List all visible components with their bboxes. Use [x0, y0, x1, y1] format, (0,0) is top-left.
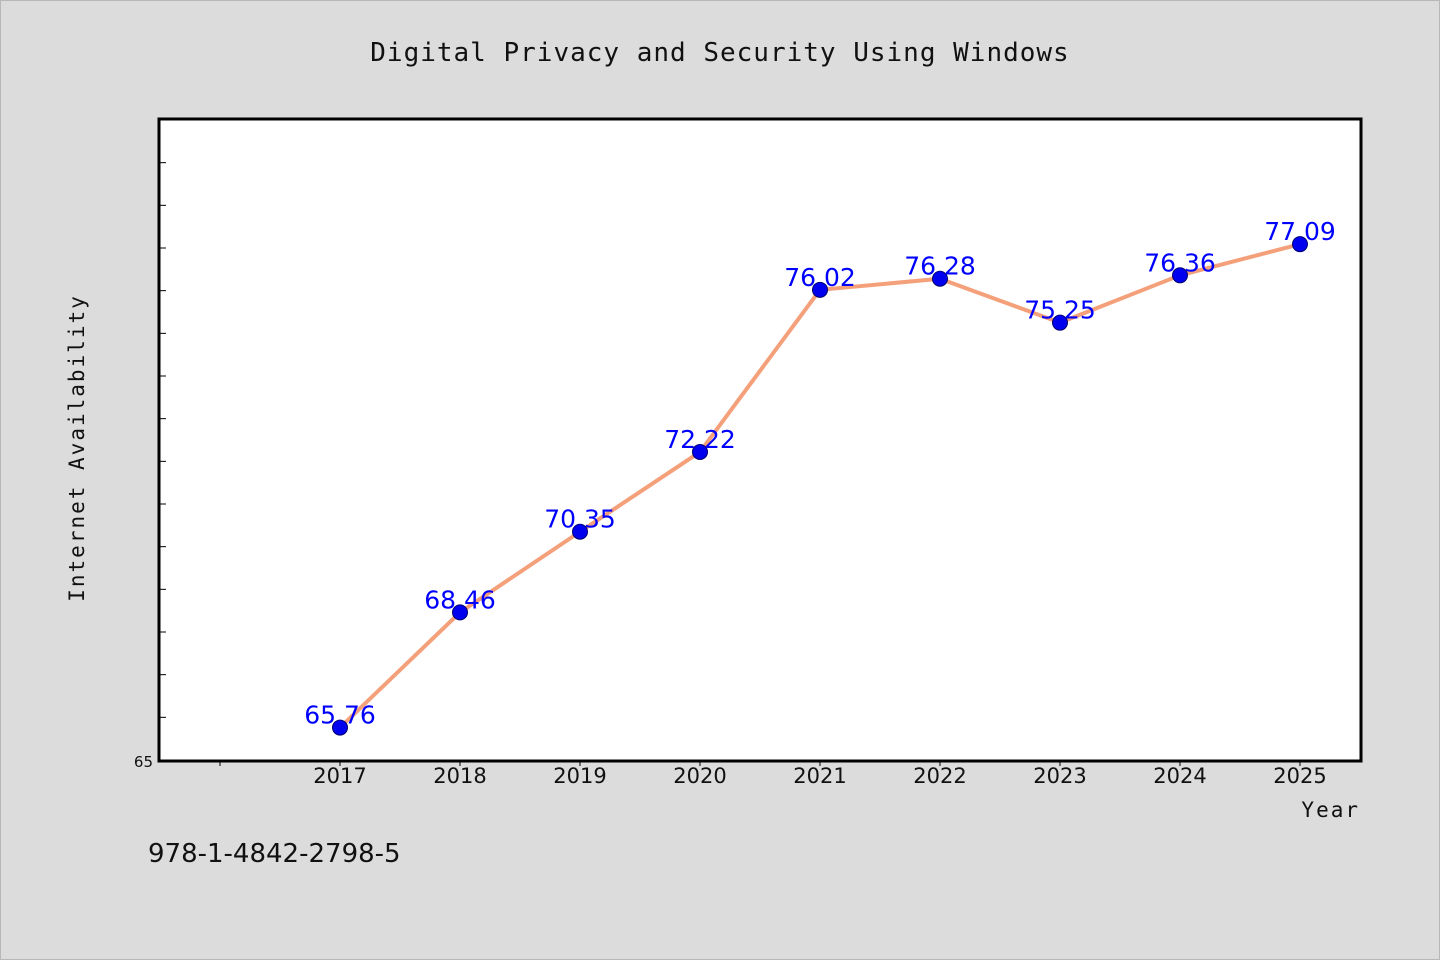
data-point [1172, 267, 1188, 284]
data-label: 68.46 [424, 585, 496, 614]
x-tick-label: 2020 [673, 764, 726, 788]
x-tick-label: 2018 [433, 764, 486, 788]
data-point [572, 523, 588, 540]
data-label: 70.35 [544, 505, 616, 534]
y-axis-min-label: 65 [134, 753, 153, 771]
data-point [1052, 314, 1068, 331]
x-tick-label: 2019 [553, 764, 606, 788]
data-point [332, 719, 348, 736]
y-axis-ticks [160, 162, 166, 718]
data-label: 77.09 [1264, 217, 1336, 246]
data-point [692, 443, 708, 460]
series-layer: 65.76 68.46 70.35 72.22 76.02 76.28 75.25 76.36… [304, 217, 1336, 736]
x-tick-label: 2023 [1033, 764, 1086, 788]
x-tick-label: 2017 [313, 764, 366, 788]
isbn-text: 978-1-4842-2798-5 [148, 839, 401, 869]
data-point [452, 604, 468, 621]
x-tick-label: 2021 [793, 764, 846, 788]
x-tick-label: 2025 [1273, 764, 1326, 788]
plot-area [157, 117, 1363, 763]
data-label: 76.28 [904, 252, 976, 281]
data-point [1292, 236, 1308, 253]
chart-title: Digital Privacy and Security Using Windo… [370, 38, 1069, 68]
data-label: 76.36 [1144, 248, 1216, 277]
x-axis-ticks: 2017 2018 2019 2020 2021 2022 2023 2024 2025 [219, 760, 1327, 788]
y-axis-title: Internet Availability [65, 294, 89, 602]
data-point [932, 270, 948, 287]
data-label: 65.76 [304, 701, 376, 730]
x-tick-label: 2022 [913, 764, 966, 788]
data-label: 72.22 [664, 425, 736, 454]
x-axis-title: Year [1301, 798, 1360, 822]
data-label: 75.25 [1024, 296, 1096, 325]
data-point [812, 281, 828, 298]
x-tick-label: 2024 [1153, 764, 1206, 788]
data-label: 76.02 [784, 263, 856, 292]
